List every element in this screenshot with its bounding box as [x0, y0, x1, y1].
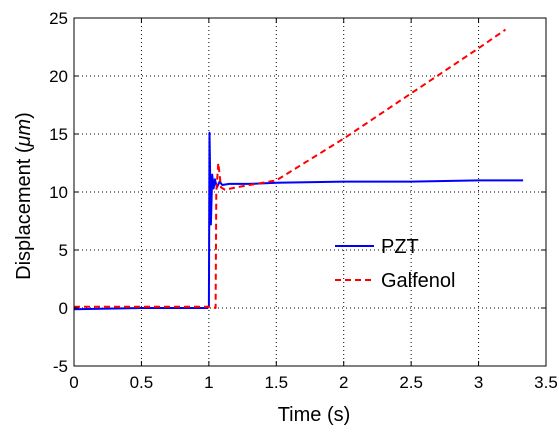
legend: PZT Galfenol	[335, 236, 456, 292]
y-tick-label: -5	[53, 357, 68, 376]
x-tick-label: 2.5	[399, 373, 423, 392]
x-tick-label: 3	[474, 373, 483, 392]
x-tick-label: 3.5	[534, 373, 558, 392]
y-axis-title: Displacement (μm)	[13, 112, 35, 280]
series-line-pzt	[73, 131, 524, 311]
y-tick-label: 25	[49, 9, 68, 28]
y-axis-title-unit: μm	[13, 119, 35, 148]
x-tick-label: 1.5	[264, 373, 288, 392]
series-line-galfenol	[74, 28, 507, 309]
x-tick-label: 0	[69, 373, 78, 392]
legend-label-galfenol: Galfenol	[381, 270, 456, 292]
grid-lines	[74, 18, 546, 366]
y-tick-label: 0	[59, 299, 68, 318]
y-tick-label: 20	[49, 67, 68, 86]
y-tick-labels: -5 0 5 10 15 20 25	[49, 9, 68, 376]
tick-marks	[73, 17, 547, 367]
x-tick-labels: 0 0.5 1 1.5 2 2.5 3 3.5	[69, 373, 558, 392]
x-tick-label: 2	[339, 373, 348, 392]
legend-label-pzt: PZT	[381, 236, 419, 258]
y-tick-label: 15	[49, 125, 68, 144]
y-axis-title-prefix: Displacement (	[13, 146, 35, 280]
y-axis-title-suffix: )	[13, 112, 35, 119]
series-lines	[73, 28, 524, 311]
y-tick-label: 10	[49, 183, 68, 202]
x-tick-label: 1	[204, 373, 213, 392]
x-tick-label: 0.5	[130, 373, 154, 392]
y-tick-label: 5	[59, 241, 68, 260]
x-axis-title: Time (s)	[278, 404, 351, 426]
